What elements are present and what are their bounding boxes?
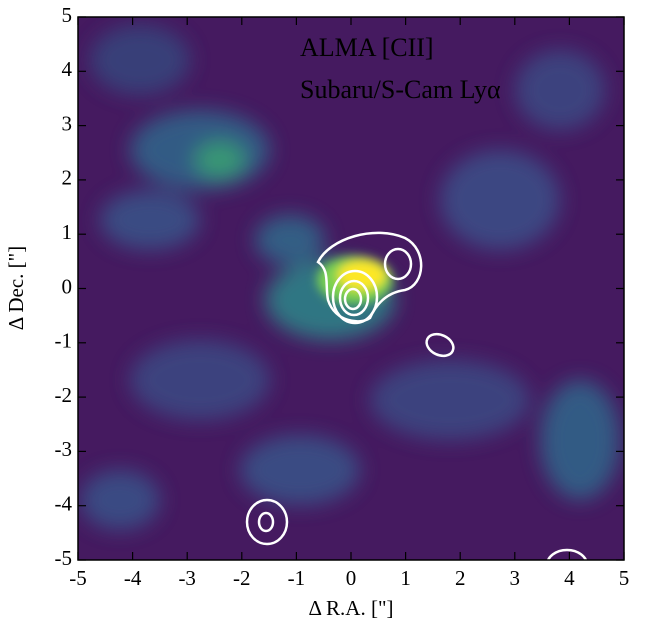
y-tick-label: -1 [55, 329, 73, 353]
x-tick-label: -1 [288, 566, 306, 590]
contour [257, 511, 275, 533]
x-tick-label: -5 [69, 566, 87, 590]
contour [383, 247, 413, 281]
y-tick-label: 1 [62, 220, 73, 244]
x-tick-label: 5 [619, 566, 630, 590]
y-tick-label: 2 [62, 166, 73, 190]
x-tick-label: 4 [564, 566, 575, 590]
x-tick-label: 2 [455, 566, 466, 590]
y-tick-label: -2 [55, 383, 73, 407]
x-tick-label: -2 [233, 566, 251, 590]
x-tick-label: -4 [124, 566, 142, 590]
x-tick-label: -3 [178, 566, 196, 590]
contour [338, 279, 370, 317]
x-tick-label: 3 [510, 566, 521, 590]
x-tick-label: 0 [346, 566, 357, 590]
contour [245, 498, 289, 546]
contour [331, 269, 379, 325]
y-tick-label: -3 [55, 437, 73, 461]
contour [425, 332, 455, 358]
x-tick-label: 1 [400, 566, 411, 590]
contour [316, 231, 423, 323]
y-tick-label: -4 [55, 492, 73, 516]
legend-label: Subaru/S-Cam Lyα [300, 75, 501, 104]
y-tick-label: 3 [62, 111, 73, 135]
legend-label: ALMA [CII] [300, 33, 434, 62]
y-tick-label: 5 [62, 3, 73, 27]
image [78, 17, 624, 560]
contour [343, 287, 363, 311]
y-tick-label: 0 [62, 274, 73, 298]
x-axis-label: Δ R.A. ["] [308, 596, 393, 620]
y-tick-label: -5 [55, 546, 73, 570]
y-tick-label: 4 [62, 57, 73, 81]
contour [546, 548, 588, 560]
y-axis-label: Δ Dec. ["] [4, 246, 28, 330]
